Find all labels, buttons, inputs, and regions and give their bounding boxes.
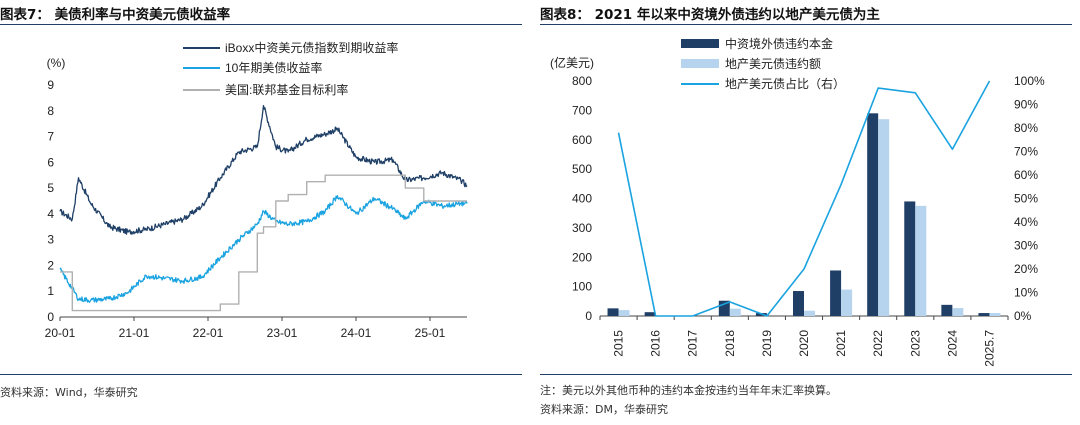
legend-label: 地产美元债违约额 [725,56,821,71]
y-tick-label: 200 [572,250,592,264]
x-tick-label: 2024 [945,330,959,357]
x-tick-label: 24-01 [341,326,372,340]
y2-tick-label: 10% [1014,286,1038,300]
y-tick-label: 700 [572,103,592,117]
legend-label: 10年期美债收益率 [225,60,322,75]
x-tick-label: 2023 [908,330,922,357]
y-axis-unit: (亿美元) [550,55,594,70]
y2-tick-label: 100% [1014,74,1045,88]
x-tick-label: 25-01 [415,326,446,340]
left-title-rule [0,24,522,25]
x-tick-label: 2020 [797,330,811,357]
y-tick-label: 500 [572,162,592,176]
y-tick-label: 0 [47,310,54,324]
y2-tick-label: 50% [1014,192,1038,206]
x-tick-label: 2019 [760,330,774,357]
left-line-chart: 0 1 2 3 4 5 6 7 8 9 (%) 20-01 21-01 22-01 23-01 24-01 25… [45,40,468,340]
y-tick-label: 300 [572,221,592,235]
y-tick-label: 4 [47,207,54,221]
bar-property-usd-default [804,310,815,316]
bar-default-principal [904,201,916,316]
y-tick-label: 6 [47,155,54,169]
y-tick-label: 400 [572,192,592,206]
bar-default-principal [793,291,804,316]
right-footer-rule [540,374,1072,375]
y-tick-label: 8 [47,104,54,118]
x-tick-label: 2025.7 [982,330,996,367]
y-axis-unit: (%) [47,56,66,70]
left-chart-source: 资料来源：Wind，华泰研究 [0,386,138,399]
y-tick-label: 0 [585,309,592,323]
bar-default-principal [718,300,730,316]
bar-default-principal [830,270,842,316]
bar-property-usd-default [952,308,964,316]
x-tick-label: 21-01 [119,326,150,340]
x-tick-label: 2022 [871,330,885,357]
bar-property-usd-default [989,313,1001,316]
y-tick-label: 2 [47,258,54,272]
bar-property-usd-default [878,119,890,316]
y-tick-label: 600 [572,133,592,147]
bar-default-principal [607,308,619,316]
share-line [617,80,991,317]
right-chart-title: 图表8： 2021 年以来中资境外债违约以地产美元债为主 [540,7,880,23]
y2-tick-label: 0% [1014,309,1032,323]
y-tick-label: 1 [47,284,54,298]
y2-tick-label: 90% [1014,98,1038,112]
y-tick-label: 3 [47,233,54,247]
left-footer-rule [0,374,522,375]
y-tick-label: 800 [572,74,592,88]
y2-tick-label: 30% [1014,239,1038,253]
bar-default-principal [644,312,656,316]
y2-tick-label: 80% [1014,121,1038,135]
bar-property-usd-default [618,310,630,316]
y-tick-label: 9 [47,78,54,92]
right-chart-note: 注：美元以外其他币种的违约本金按违约当年年末汇率换算。 [540,384,837,397]
series-line-1 [59,104,468,235]
right-bar-chart: 0 100 200 300 400 500 600 700 800 0% 10% 20% 30% 40% 5… [550,36,1045,367]
right-chart-source: 资料来源：DM，华泰研究 [540,403,668,416]
y-tick-label: 100 [572,280,592,294]
bar-default-principal [978,313,990,316]
bar-property-usd-default [915,205,927,316]
x-tick-label: 2016 [649,330,663,357]
x-tick-label: 22-01 [193,326,224,340]
x-tick-label: 2021 [834,330,848,357]
legend-label: 美国:联邦基金目标利率 [225,82,348,97]
legend-label: iBoxx中资美元债指数到期收益率 [225,40,398,55]
legend-label: 地产美元债占比（右） [725,76,845,91]
y2-tick-label: 70% [1014,145,1038,159]
bar-property-usd-default [729,308,741,316]
y-tick-label: 5 [47,181,54,195]
legend-label: 中资境外债违约本金 [725,36,833,51]
left-chart-panel: 图表7： 美债利率与中资美元债收益率 0 1 2 3 4 5 6 7 8 9 (%) 20-01 21-… [0,0,530,425]
bar-default-principal [941,304,953,316]
right-title-rule [540,24,1072,25]
x-tick-label: 23-01 [267,326,298,340]
y2-tick-label: 20% [1014,262,1038,276]
legend-swatch [681,59,719,68]
x-tick-label: 20-01 [45,326,76,340]
x-tick-label: 2018 [723,330,737,357]
series-line-3 [60,174,467,312]
y2-tick-label: 40% [1014,215,1038,229]
bar-property-usd-default [841,289,853,316]
y-tick-label: 7 [47,130,54,144]
series-line-2 [59,195,468,303]
legend-swatch [681,39,719,48]
right-chart-panel: 图表8： 2021 年以来中资境外债违约以地产美元债为主 0 100 200 300 4… [540,0,1080,425]
y2-tick-label: 60% [1014,168,1038,182]
left-chart-title: 图表7： 美债利率与中资美元债收益率 [0,7,231,23]
bar-default-principal [867,113,879,316]
x-tick-label: 2015 [612,330,626,357]
x-tick-label: 2017 [686,330,700,357]
